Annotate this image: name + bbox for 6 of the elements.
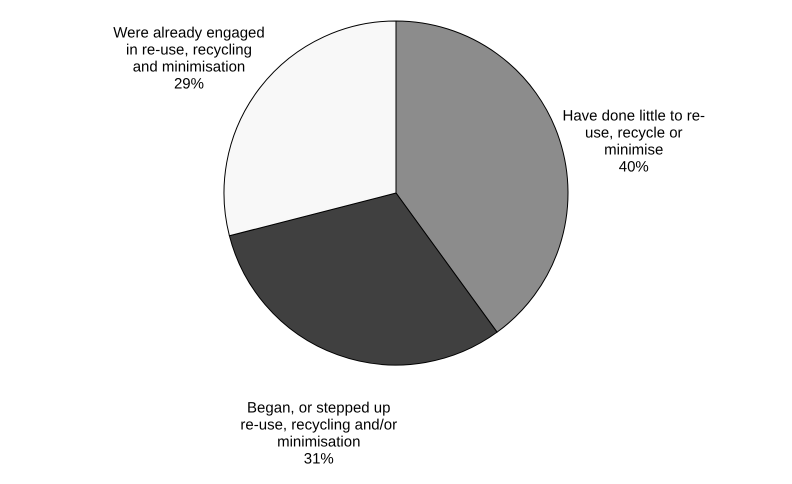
slice-label: Were already engaged in re-use, recycling and minimisation: [113, 24, 265, 76]
slice-label: Have done little to re-use, recycle or minimise: [562, 108, 706, 159]
data-label: 31%: [304, 450, 334, 468]
slice-label: Began, or stepped up re-use, recycling and/or minimisation: [240, 400, 398, 451]
data-label: 40%: [618, 158, 649, 176]
data-label: 29%: [174, 75, 204, 92]
